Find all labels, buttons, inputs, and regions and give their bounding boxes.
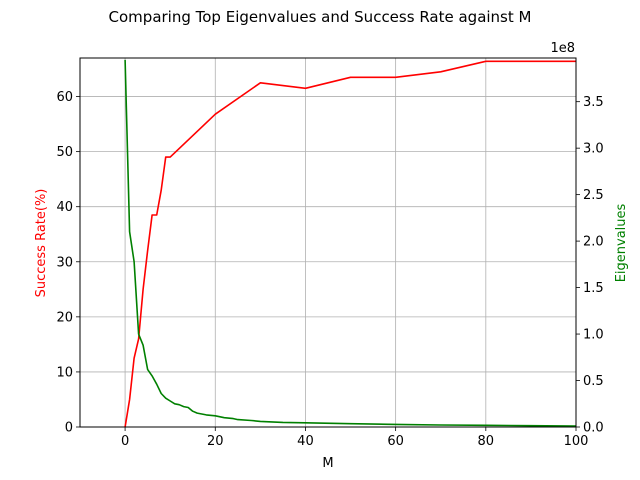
x-tick-label: 60	[387, 434, 404, 449]
y2-tick-label: 3.0	[583, 142, 604, 157]
x-tick-label: 40	[297, 434, 314, 449]
tick-marks: 0 20 40 60 80 100 0 10 20 30 40 50 60 0.0 0.5 1.0 1.5 2.0…	[56, 90, 603, 449]
y-tick-label: 60	[56, 90, 73, 105]
x-tick-label: 20	[207, 434, 224, 449]
y2-tick-label: 2.0	[583, 235, 604, 250]
y-axis-label: Success Rate(%)	[34, 189, 49, 298]
y-tick-label: 0	[65, 421, 73, 436]
y2-offset-text: 1e8	[550, 41, 575, 56]
y2-tick-label: 2.5	[583, 188, 604, 203]
y2-axis-label: Eigenvalues	[614, 203, 629, 282]
y-tick-label: 10	[56, 365, 73, 380]
x-tick-label: 100	[564, 434, 589, 449]
series-layer	[124, 59, 577, 428]
y2-tick-label: 3.5	[583, 95, 604, 110]
chart-title: Comparing Top Eigenvalues and Success Ra…	[109, 8, 532, 26]
eigenvalues-line	[124, 59, 577, 427]
y-tick-label: 50	[56, 145, 73, 160]
y-tick-label: 30	[56, 255, 73, 270]
x-tick-label: 0	[121, 434, 129, 449]
x-axis-label: M	[322, 456, 333, 471]
y-tick-label: 20	[56, 310, 73, 325]
y2-tick-label: 1.0	[583, 328, 604, 343]
y2-tick-label: 0.0	[583, 421, 604, 436]
y2-tick-label: 1.5	[583, 281, 604, 296]
y-tick-label: 40	[56, 200, 73, 215]
plot-area	[79, 57, 577, 428]
y2-tick-label: 0.5	[583, 374, 604, 389]
x-tick-label: 80	[478, 434, 495, 449]
grid-lines	[80, 58, 577, 428]
success-rate-line	[124, 60, 576, 428]
